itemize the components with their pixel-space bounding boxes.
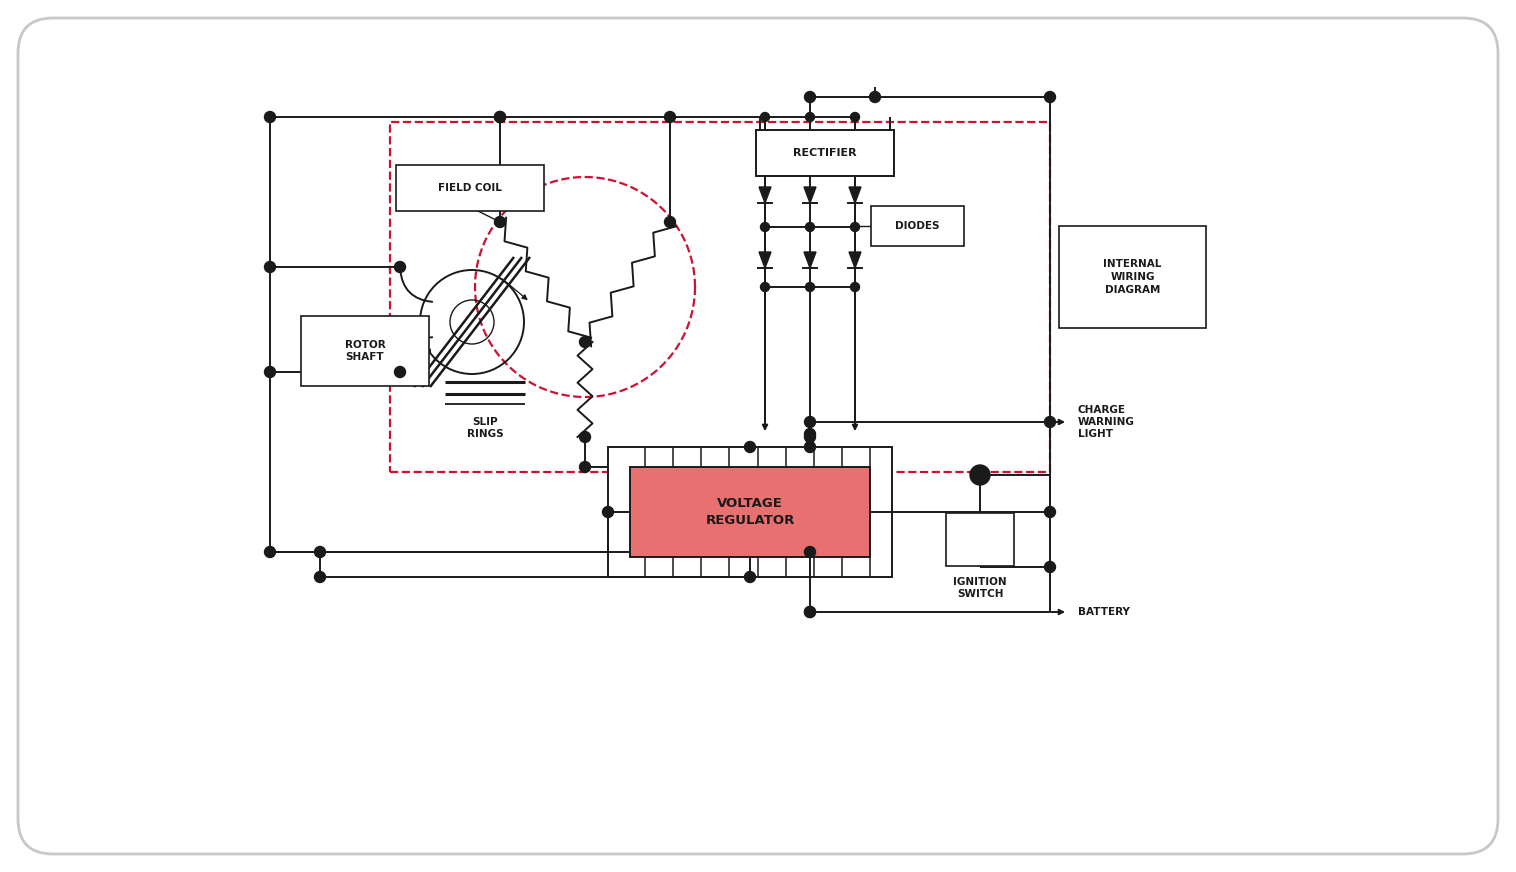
Circle shape (805, 607, 816, 617)
Circle shape (494, 216, 505, 228)
Circle shape (394, 366, 405, 378)
Circle shape (805, 417, 816, 427)
Circle shape (579, 432, 591, 442)
Circle shape (394, 262, 405, 273)
FancyBboxPatch shape (946, 513, 1014, 566)
FancyBboxPatch shape (872, 206, 964, 246)
Circle shape (264, 547, 276, 557)
Circle shape (664, 216, 676, 228)
Circle shape (1045, 507, 1055, 517)
Circle shape (805, 607, 816, 617)
Circle shape (805, 283, 814, 291)
Text: IGNITION
SWITCH: IGNITION SWITCH (954, 577, 1007, 599)
Circle shape (805, 432, 816, 442)
Circle shape (850, 283, 860, 291)
FancyBboxPatch shape (18, 18, 1498, 854)
Circle shape (494, 112, 505, 122)
Text: INTERNAL
WIRING
DIAGRAM: INTERNAL WIRING DIAGRAM (1104, 259, 1161, 296)
Circle shape (1045, 417, 1055, 427)
Circle shape (805, 222, 814, 231)
Circle shape (602, 507, 614, 517)
Circle shape (1045, 562, 1055, 573)
Text: BATTERY: BATTERY (1078, 607, 1129, 617)
Circle shape (664, 112, 676, 122)
Circle shape (805, 92, 816, 103)
Circle shape (805, 428, 816, 439)
Circle shape (805, 441, 816, 453)
Circle shape (264, 366, 276, 378)
Circle shape (744, 571, 755, 582)
FancyBboxPatch shape (396, 165, 544, 211)
Text: ROTOR
SHAFT: ROTOR SHAFT (344, 340, 385, 362)
Circle shape (850, 222, 860, 231)
Polygon shape (760, 252, 772, 268)
Text: CHARGE
WARNING
LIGHT: CHARGE WARNING LIGHT (1078, 405, 1135, 439)
Polygon shape (760, 187, 772, 203)
Circle shape (314, 571, 326, 582)
Circle shape (744, 441, 755, 453)
Circle shape (579, 461, 591, 473)
Text: SLIP
RINGS: SLIP RINGS (467, 417, 503, 439)
Circle shape (579, 337, 591, 348)
Circle shape (264, 112, 276, 122)
FancyBboxPatch shape (631, 467, 870, 557)
Circle shape (761, 283, 770, 291)
Circle shape (805, 112, 814, 121)
Circle shape (761, 222, 770, 231)
Circle shape (970, 465, 990, 485)
Polygon shape (849, 187, 861, 203)
Text: DIODES: DIODES (894, 221, 940, 231)
Circle shape (264, 262, 276, 273)
Circle shape (761, 112, 770, 121)
FancyBboxPatch shape (302, 316, 429, 386)
Text: FIELD COIL: FIELD COIL (438, 183, 502, 193)
Polygon shape (849, 252, 861, 268)
Circle shape (494, 112, 505, 122)
Circle shape (850, 112, 860, 121)
Circle shape (805, 547, 816, 557)
Circle shape (870, 92, 881, 103)
FancyBboxPatch shape (608, 447, 891, 577)
FancyBboxPatch shape (1060, 226, 1207, 328)
Polygon shape (803, 252, 816, 268)
Text: RECTIFIER: RECTIFIER (793, 148, 857, 158)
Polygon shape (803, 187, 816, 203)
Circle shape (314, 547, 326, 557)
Circle shape (1045, 92, 1055, 103)
Text: VOLTAGE
REGULATOR: VOLTAGE REGULATOR (705, 497, 794, 527)
FancyBboxPatch shape (756, 130, 894, 176)
